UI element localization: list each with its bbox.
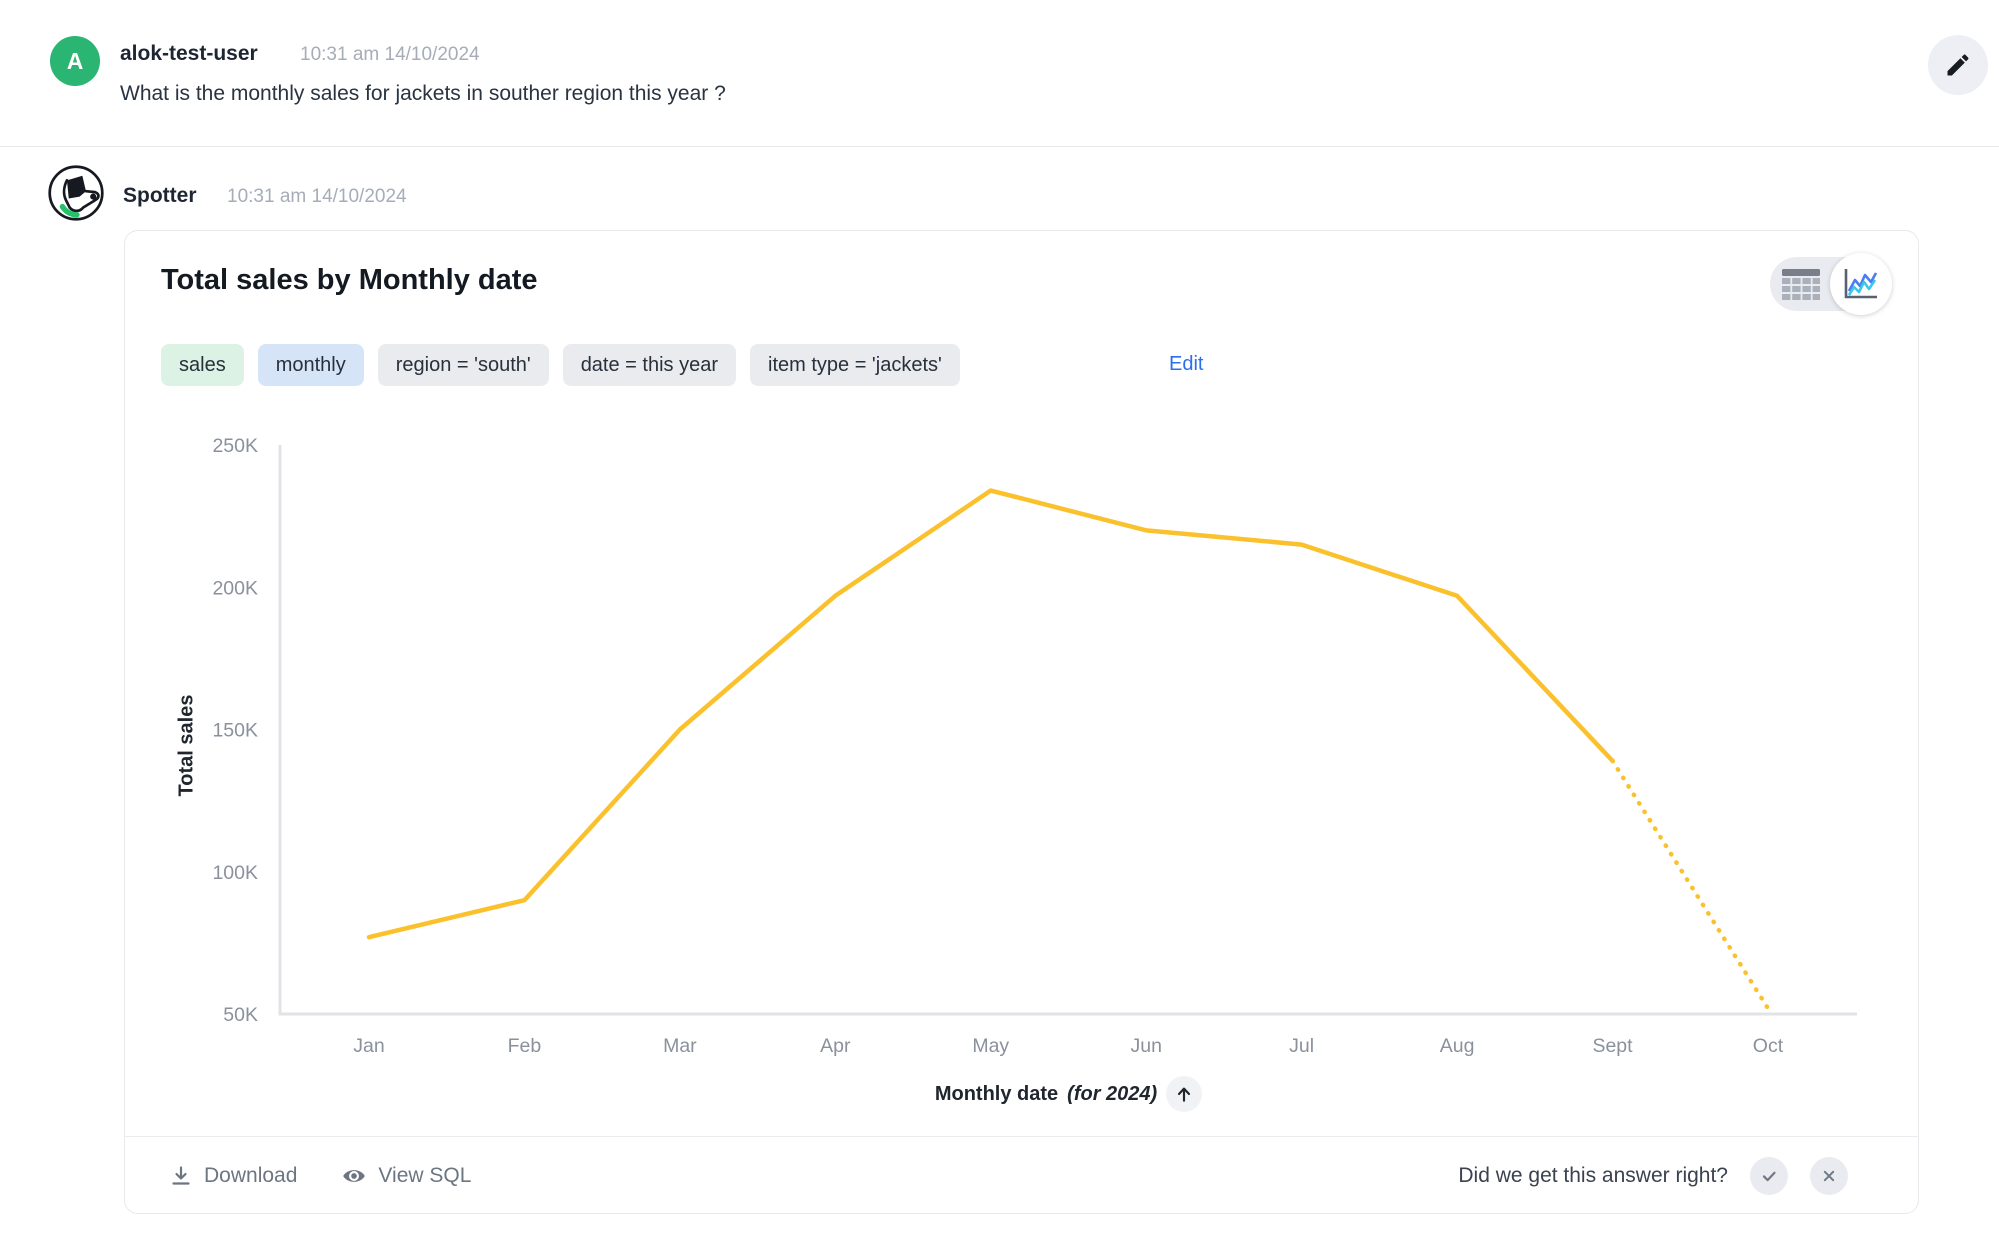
query-chip-time[interactable]: monthly bbox=[257, 344, 364, 386]
user-timestamp: 10:31 am 14/10/2024 bbox=[300, 44, 480, 65]
card-footer: Download View SQL Did we get this answer… bbox=[125, 1136, 1918, 1214]
user-avatar: A bbox=[50, 36, 100, 86]
chart-view-button[interactable] bbox=[1830, 253, 1892, 315]
pencil-icon bbox=[1944, 51, 1972, 79]
user-question-text: What is the monthly sales for jackets in… bbox=[120, 82, 726, 105]
table-icon bbox=[1781, 268, 1821, 301]
bot-timestamp: 10:31 am 14/10/2024 bbox=[227, 186, 407, 207]
close-icon bbox=[1819, 1166, 1839, 1186]
svg-text:Feb: Feb bbox=[508, 1035, 542, 1057]
svg-text:200K: 200K bbox=[212, 577, 258, 599]
check-icon bbox=[1758, 1165, 1780, 1187]
download-icon bbox=[169, 1164, 193, 1188]
view-sql-label: View SQL bbox=[378, 1163, 472, 1187]
download-label: Download bbox=[204, 1163, 298, 1187]
user-message-row: A alok-test-user 10:31 am 14/10/2024 Wha… bbox=[0, 0, 1999, 147]
query-chip-filter[interactable]: date = this year bbox=[562, 344, 736, 386]
view-sql-button[interactable]: View SQL bbox=[341, 1163, 471, 1189]
answer-correct-button[interactable] bbox=[1750, 1156, 1788, 1195]
sales-line-chart: 50K 100K 150K 200K 250K Jan Feb Mar Apr May Jun Jul… bbox=[212, 435, 1857, 1057]
answer-card: Total sales by Monthly date bbox=[124, 230, 1919, 1214]
line-chart-icon bbox=[1842, 267, 1880, 301]
table-view-button[interactable] bbox=[1778, 268, 1824, 300]
feedback-question: Did we get this answer right? bbox=[1458, 1163, 1728, 1187]
answer-wrong-button[interactable] bbox=[1810, 1156, 1848, 1195]
query-chip-filter[interactable]: region = 'south' bbox=[377, 344, 549, 386]
edit-question-button[interactable] bbox=[1928, 35, 1988, 95]
svg-text:Apr: Apr bbox=[820, 1035, 851, 1057]
query-token-row: sales monthly region = 'south' date = this … bbox=[161, 344, 960, 386]
query-chip-filter[interactable]: item type = 'jackets' bbox=[750, 344, 960, 386]
query-chip-measure[interactable]: sales bbox=[161, 344, 244, 386]
x-axis-label: Monthly date bbox=[934, 1082, 1059, 1105]
x-axis-label-suffix: (for 2024) bbox=[1067, 1082, 1158, 1105]
edit-query-link[interactable]: Edit bbox=[1169, 353, 1204, 375]
bot-name: Spotter bbox=[123, 184, 197, 207]
svg-text:250K: 250K bbox=[212, 435, 258, 457]
user-name: alok-test-user bbox=[120, 42, 258, 65]
download-button[interactable]: Download bbox=[169, 1164, 297, 1188]
svg-text:Oct: Oct bbox=[1753, 1035, 1784, 1057]
svg-text:Sept: Sept bbox=[1592, 1035, 1633, 1057]
svg-text:Jul: Jul bbox=[1289, 1035, 1314, 1057]
chart-title: Total sales by Monthly date bbox=[161, 264, 538, 296]
y-axis-title: Total sales bbox=[175, 694, 198, 797]
svg-text:Aug: Aug bbox=[1440, 1035, 1475, 1057]
svg-text:100K: 100K bbox=[212, 862, 258, 884]
eye-icon bbox=[341, 1163, 367, 1189]
sort-ascending-button[interactable] bbox=[1166, 1076, 1203, 1112]
svg-text:Mar: Mar bbox=[663, 1035, 697, 1057]
view-toggle bbox=[1770, 253, 1892, 315]
x-axis-title: Monthly date (for 2024) bbox=[280, 1074, 1857, 1114]
svg-text:50K: 50K bbox=[223, 1004, 258, 1026]
feedback-group: Did we get this answer right? bbox=[1458, 1156, 1848, 1195]
svg-text:May: May bbox=[972, 1035, 1009, 1057]
svg-text:Jan: Jan bbox=[353, 1035, 384, 1057]
svg-text:150K: 150K bbox=[212, 720, 258, 742]
arrow-up-icon bbox=[1174, 1084, 1194, 1104]
spotter-logo-icon bbox=[47, 164, 105, 222]
svg-text:Jun: Jun bbox=[1130, 1035, 1161, 1057]
